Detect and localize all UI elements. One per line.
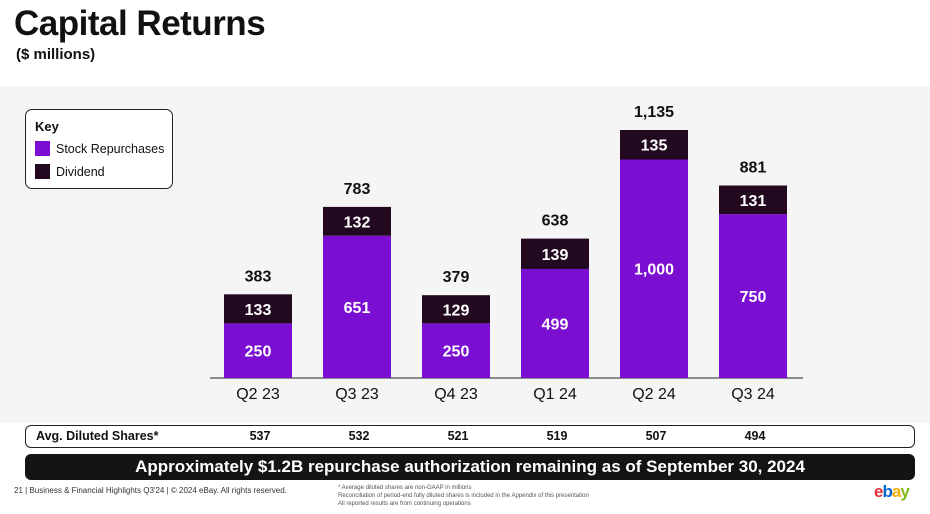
bar-stock-repurchases bbox=[719, 214, 787, 378]
bar-stock-repurchases bbox=[224, 323, 292, 378]
bar-label-stock-repurchases: 750 bbox=[740, 289, 767, 306]
total-label: 1,135 bbox=[634, 104, 674, 121]
bar-label-dividend: 129 bbox=[443, 302, 470, 319]
bar-label-dividend: 139 bbox=[542, 247, 569, 264]
bar-label-stock-repurchases: 1,000 bbox=[634, 262, 674, 279]
x-tick-label: Q2 23 bbox=[236, 386, 280, 403]
legend-label: Dividend bbox=[56, 164, 105, 179]
repurchase-banner: Approximately $1.2B repurchase authoriza… bbox=[25, 454, 915, 480]
bar-label-dividend: 133 bbox=[245, 302, 272, 319]
total-label: 783 bbox=[344, 181, 371, 198]
logo-letter: y bbox=[900, 482, 910, 501]
legend-swatch-dividend bbox=[35, 164, 50, 179]
bar-label-dividend: 135 bbox=[641, 138, 668, 155]
bar-dividend bbox=[224, 294, 292, 324]
bar-stock-repurchases bbox=[620, 159, 688, 378]
bar-dividend bbox=[521, 238, 589, 269]
footnotes: * Average diluted shares are non-GAAP in… bbox=[338, 484, 589, 508]
logo-letter: e bbox=[874, 482, 884, 501]
bar-label-stock-repurchases: 250 bbox=[245, 344, 272, 361]
bar-dividend bbox=[422, 295, 490, 324]
legend-item-stock-repurchases: Stock Repurchases bbox=[35, 141, 164, 156]
legend-label: Stock Repurchases bbox=[56, 141, 165, 156]
total-label: 379 bbox=[443, 269, 470, 286]
shares-value: 521 bbox=[447, 429, 469, 443]
logo-letter: a bbox=[891, 482, 902, 501]
legend-box: Key Stock Repurchases Dividend bbox=[25, 109, 173, 189]
legend-title: Key bbox=[35, 119, 59, 134]
shares-value: 507 bbox=[645, 429, 667, 443]
shares-value: 532 bbox=[348, 429, 370, 443]
bar-label-dividend: 132 bbox=[344, 214, 371, 231]
legend-item-dividend: Dividend bbox=[35, 164, 105, 179]
bar-dividend bbox=[620, 130, 688, 160]
page-title: Capital Returns bbox=[14, 4, 266, 43]
x-tick-label: Q4 23 bbox=[434, 386, 478, 403]
bar-dividend bbox=[323, 206, 391, 236]
avg-diluted-shares-label: Avg. Diluted Shares* bbox=[36, 429, 159, 443]
total-label: 881 bbox=[740, 159, 767, 176]
ebay-logo: ebay bbox=[874, 482, 910, 502]
avg-diluted-shares-row: Avg. Diluted Shares* 537 532 521 519 507… bbox=[25, 425, 915, 448]
bar-dividend bbox=[719, 185, 787, 215]
bar-label-stock-repurchases: 250 bbox=[443, 344, 470, 361]
bar-stock-repurchases bbox=[521, 268, 589, 378]
footnote: * Average diluted shares are non-GAAP in… bbox=[338, 485, 472, 491]
bar-chart: 250 133 383 Q2 23 651 132 783 Q3 23 250 129 379 Q4 … bbox=[210, 104, 803, 403]
footnote: Reconciliation of period-end fully dilut… bbox=[338, 493, 589, 499]
x-tick-label: Q3 24 bbox=[731, 386, 775, 403]
bar-label-stock-repurchases: 651 bbox=[344, 300, 371, 317]
total-label: 638 bbox=[542, 213, 569, 230]
total-label: 383 bbox=[245, 268, 272, 285]
footer-text: 21 | Business & Financial Highlights Q3'… bbox=[14, 486, 287, 495]
shares-value: 519 bbox=[546, 429, 568, 443]
legend-swatch-stock-repurchases bbox=[35, 141, 50, 156]
bar-label-stock-repurchases: 499 bbox=[542, 316, 569, 333]
logo-letter: b bbox=[882, 482, 892, 501]
shares-value: 537 bbox=[249, 429, 271, 443]
bar-label-dividend: 131 bbox=[740, 193, 767, 210]
footnote: All reported results are from continuing… bbox=[338, 501, 471, 507]
x-tick-label: Q1 24 bbox=[533, 386, 577, 403]
shares-value: 494 bbox=[744, 429, 766, 443]
x-tick-label: Q2 24 bbox=[632, 386, 676, 403]
bar-stock-repurchases bbox=[422, 323, 490, 378]
x-tick-label: Q3 23 bbox=[335, 386, 379, 403]
bar-stock-repurchases bbox=[323, 235, 391, 378]
page-subtitle: ($ millions) bbox=[16, 46, 96, 63]
